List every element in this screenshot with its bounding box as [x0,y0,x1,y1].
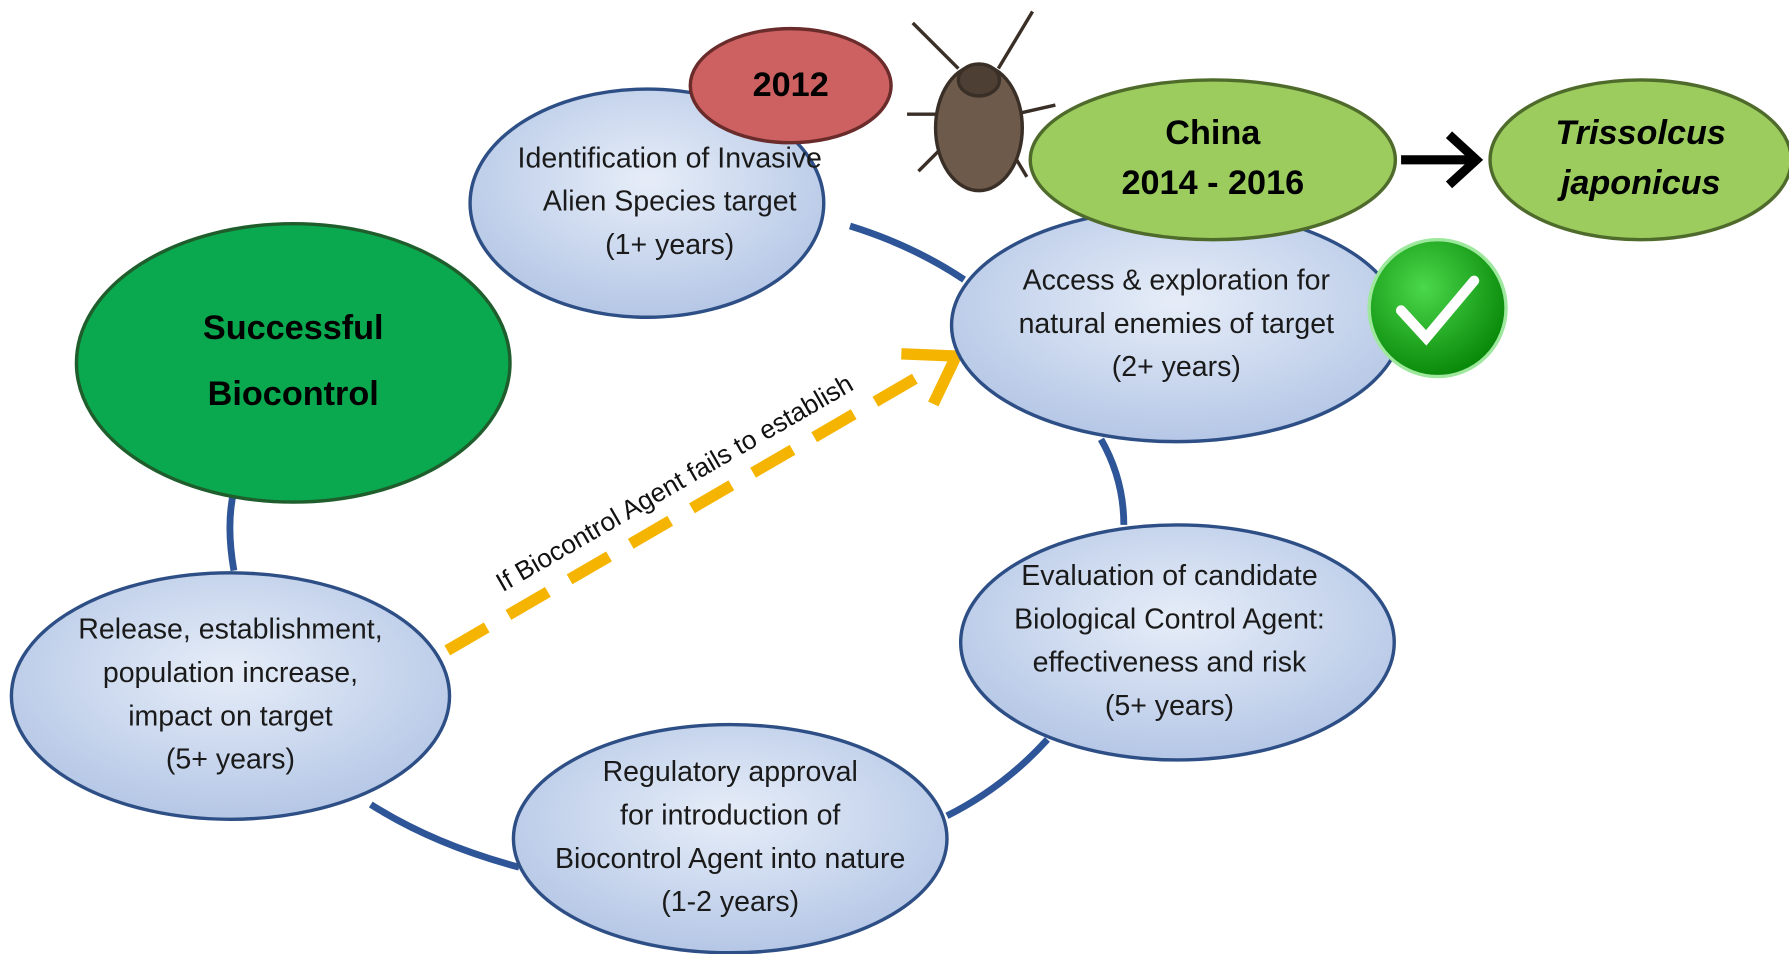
diagram: If Biocontrol Agent fails to establish S… [0,0,1789,954]
agent-badge [1490,80,1789,240]
access-text: Access & exploration for [1023,264,1331,296]
release-text: impact on target [128,700,333,732]
regulatory-text: Biocontrol Agent into nature [555,843,905,875]
identification-text: Alien Species target [543,186,797,218]
identification-text: (1+ years) [605,229,734,261]
china-badge [1030,80,1395,240]
success-text: Successful [203,309,384,347]
release-text: population increase, [103,657,358,689]
identification-text: Identification of Invasive [518,142,822,174]
access-text: (2+ years) [1112,351,1241,383]
china-text: 2014 - 2016 [1121,164,1304,202]
access-text: natural enemies of target [1019,308,1335,340]
release-text: Release, establishment, [78,614,382,646]
evaluation-text: effectiveness and risk [1033,647,1307,679]
success-text: Biocontrol [208,375,379,413]
regulatory-text: (1-2 years) [661,886,799,918]
evaluation-text: Biological Control Agent: [1014,603,1325,635]
china-text: China [1165,114,1261,152]
evaluation-text: (5+ years) [1105,690,1234,722]
check-icon [1369,240,1506,377]
arrow-label: If Biocontrol Agent fails to establish [491,368,858,597]
fail-arrow: If Biocontrol Agent fails to establish [447,354,956,651]
agent-text: japonicus [1557,164,1721,202]
release-text: (5+ years) [166,744,295,776]
evaluation-text: Evaluation of candidate [1021,560,1317,592]
regulatory-text: for introduction of [620,800,840,832]
success-node [76,224,510,502]
regulatory-text: Regulatory approval [603,756,858,788]
agent-text: Trissolcus [1555,114,1726,152]
year-text: 2012 [753,66,829,104]
arrow [1401,135,1476,185]
